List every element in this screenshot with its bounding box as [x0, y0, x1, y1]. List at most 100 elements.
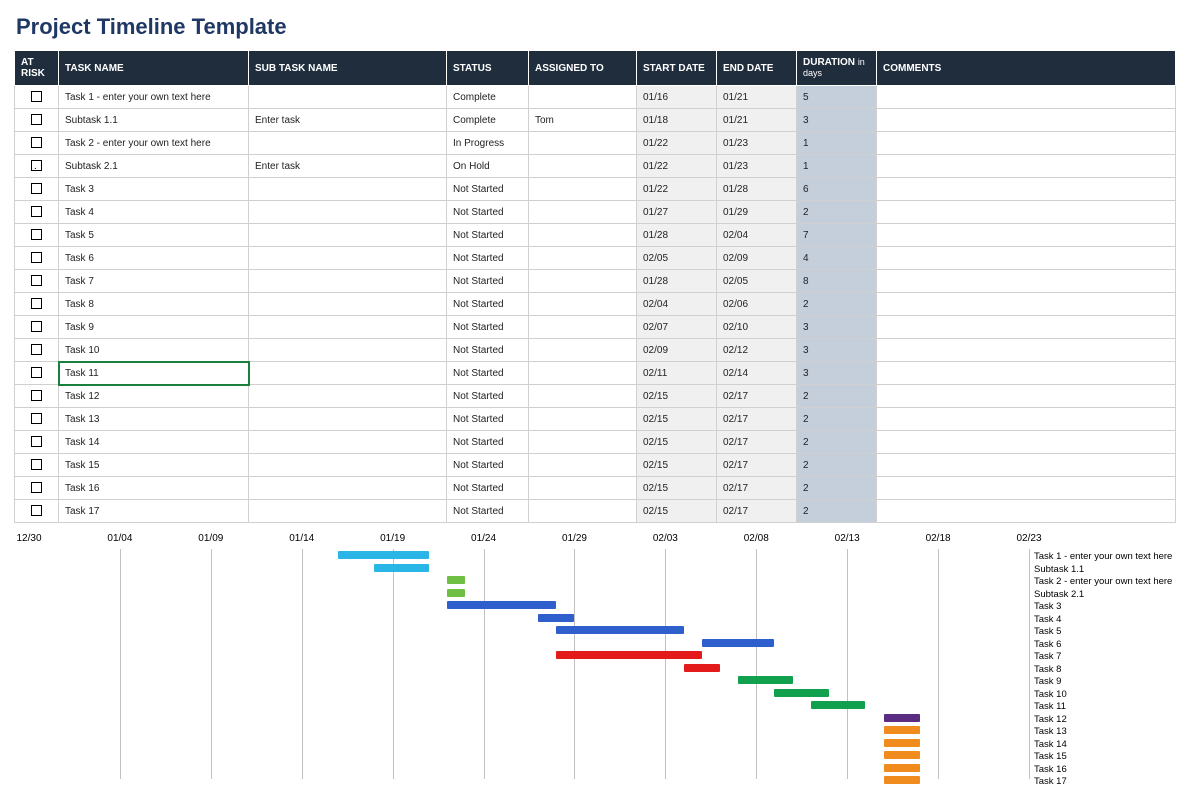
cell-subtask[interactable]	[249, 316, 447, 339]
cell-status[interactable]: Not Started	[447, 500, 529, 523]
risk-checkbox[interactable]	[31, 91, 42, 102]
cell-task[interactable]: Task 4	[59, 201, 249, 224]
table-row[interactable]: Task 12Not Started02/1502/172	[15, 385, 1176, 408]
cell-task[interactable]: Task 14	[59, 431, 249, 454]
cell-dur[interactable]: 3	[797, 316, 877, 339]
cell-status[interactable]: Not Started	[447, 224, 529, 247]
gantt-bar[interactable]	[884, 739, 920, 747]
cell-end[interactable]: 02/17	[717, 500, 797, 523]
cell-start[interactable]: 01/28	[637, 224, 717, 247]
cell-comments[interactable]	[877, 477, 1176, 500]
cell-dur[interactable]: 8	[797, 270, 877, 293]
cell-subtask[interactable]	[249, 339, 447, 362]
cell-assigned[interactable]	[529, 132, 637, 155]
cell-task[interactable]: Task 16	[59, 477, 249, 500]
risk-checkbox[interactable]	[31, 160, 42, 171]
cell-comments[interactable]	[877, 247, 1176, 270]
table-row[interactable]: Task 4Not Started01/2701/292	[15, 201, 1176, 224]
gantt-bar[interactable]	[447, 589, 465, 597]
risk-checkbox[interactable]	[31, 252, 42, 263]
cell-comments[interactable]	[877, 431, 1176, 454]
cell-end[interactable]: 02/14	[717, 362, 797, 385]
risk-checkbox[interactable]	[31, 459, 42, 470]
table-row[interactable]: Task 3Not Started01/2201/286	[15, 178, 1176, 201]
cell-dur[interactable]: 3	[797, 362, 877, 385]
cell-comments[interactable]	[877, 454, 1176, 477]
cell-start[interactable]: 01/16	[637, 86, 717, 109]
table-row[interactable]: Task 14Not Started02/1502/172	[15, 431, 1176, 454]
table-row[interactable]: Task 5Not Started01/2802/047	[15, 224, 1176, 247]
cell-comments[interactable]	[877, 339, 1176, 362]
cell-status[interactable]: Not Started	[447, 477, 529, 500]
gantt-bar[interactable]	[811, 701, 866, 709]
cell-start[interactable]: 01/22	[637, 155, 717, 178]
cell-start[interactable]: 02/15	[637, 408, 717, 431]
risk-checkbox[interactable]	[31, 321, 42, 332]
cell-assigned[interactable]	[529, 178, 637, 201]
cell-end[interactable]: 01/23	[717, 132, 797, 155]
risk-cell[interactable]	[15, 86, 59, 109]
gantt-bar[interactable]	[338, 551, 429, 559]
gantt-bar[interactable]	[447, 601, 556, 609]
risk-checkbox[interactable]	[31, 183, 42, 194]
cell-dur[interactable]: 2	[797, 293, 877, 316]
risk-checkbox[interactable]	[31, 367, 42, 378]
cell-assigned[interactable]	[529, 454, 637, 477]
cell-end[interactable]: 02/05	[717, 270, 797, 293]
cell-end[interactable]: 02/17	[717, 454, 797, 477]
cell-dur[interactable]: 3	[797, 109, 877, 132]
risk-checkbox[interactable]	[31, 229, 42, 240]
cell-assigned[interactable]	[529, 316, 637, 339]
table-row[interactable]: Task 17Not Started02/1502/172	[15, 500, 1176, 523]
risk-cell[interactable]	[15, 201, 59, 224]
risk-checkbox[interactable]	[31, 137, 42, 148]
risk-checkbox[interactable]	[31, 413, 42, 424]
cell-task[interactable]: Task 13	[59, 408, 249, 431]
cell-subtask[interactable]	[249, 362, 447, 385]
cell-end[interactable]: 02/04	[717, 224, 797, 247]
cell-assigned[interactable]	[529, 270, 637, 293]
cell-status[interactable]: Not Started	[447, 316, 529, 339]
cell-task[interactable]: Task 10	[59, 339, 249, 362]
cell-start[interactable]: 02/15	[637, 385, 717, 408]
cell-status[interactable]: Not Started	[447, 270, 529, 293]
cell-subtask[interactable]	[249, 247, 447, 270]
cell-subtask[interactable]: Enter task	[249, 109, 447, 132]
cell-subtask[interactable]	[249, 293, 447, 316]
cell-subtask[interactable]	[249, 132, 447, 155]
gantt-bar[interactable]	[556, 626, 683, 634]
cell-status[interactable]: Not Started	[447, 293, 529, 316]
table-row[interactable]: Task 15Not Started02/1502/172	[15, 454, 1176, 477]
gantt-bar[interactable]	[774, 689, 829, 697]
cell-assigned[interactable]	[529, 477, 637, 500]
cell-task[interactable]: Task 8	[59, 293, 249, 316]
cell-end[interactable]: 02/17	[717, 385, 797, 408]
cell-status[interactable]: Not Started	[447, 339, 529, 362]
cell-status[interactable]: Not Started	[447, 408, 529, 431]
cell-task[interactable]: Task 2 - enter your own text here	[59, 132, 249, 155]
cell-dur[interactable]: 5	[797, 86, 877, 109]
cell-subtask[interactable]: Enter task	[249, 155, 447, 178]
cell-comments[interactable]	[877, 316, 1176, 339]
risk-cell[interactable]	[15, 293, 59, 316]
cell-assigned[interactable]	[529, 201, 637, 224]
cell-task[interactable]: Task 9	[59, 316, 249, 339]
cell-end[interactable]: 02/06	[717, 293, 797, 316]
cell-subtask[interactable]	[249, 385, 447, 408]
table-row[interactable]: Subtask 1.1Enter taskCompleteTom01/1801/…	[15, 109, 1176, 132]
cell-task[interactable]: Task 7	[59, 270, 249, 293]
risk-cell[interactable]	[15, 132, 59, 155]
gantt-bar[interactable]	[884, 751, 920, 759]
cell-start[interactable]: 02/15	[637, 477, 717, 500]
risk-checkbox[interactable]	[31, 436, 42, 447]
cell-task[interactable]: Subtask 1.1	[59, 109, 249, 132]
cell-status[interactable]: On Hold	[447, 155, 529, 178]
table-row[interactable]: Task 8Not Started02/0402/062	[15, 293, 1176, 316]
cell-dur[interactable]: 2	[797, 408, 877, 431]
cell-comments[interactable]	[877, 362, 1176, 385]
risk-checkbox[interactable]	[31, 206, 42, 217]
cell-assigned[interactable]	[529, 247, 637, 270]
cell-assigned[interactable]	[529, 339, 637, 362]
cell-dur[interactable]: 1	[797, 132, 877, 155]
risk-checkbox[interactable]	[31, 298, 42, 309]
